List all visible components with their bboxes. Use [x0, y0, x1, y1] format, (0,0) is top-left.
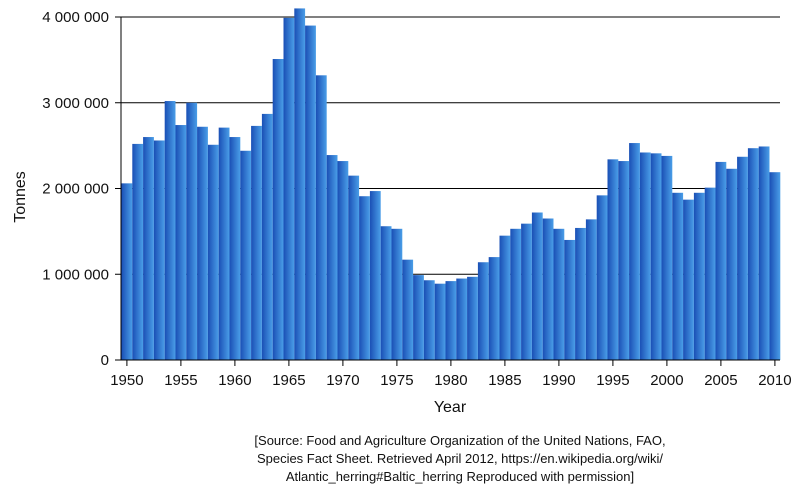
- bar-1960: [229, 137, 241, 360]
- herring-catch-chart: 0 1 000 000 2 000 000 3 000 000 4 000 000 19…: [12, 8, 792, 416]
- bar-1993: [585, 219, 597, 360]
- bar-1999: [650, 153, 662, 360]
- bar-1995: [607, 159, 619, 360]
- bar-1994: [596, 195, 608, 360]
- bar-1979: [434, 283, 446, 360]
- bar-1981: [456, 278, 468, 360]
- x-tick-label: 1960: [218, 372, 251, 389]
- bar-1964: [272, 59, 284, 360]
- bar-1955: [175, 125, 187, 360]
- bar-1950: [121, 183, 133, 360]
- bar-2000: [661, 155, 673, 360]
- x-tick-labels: 1950 1955 1960 1965 1970 1975 1980 1985 1990 1995…: [110, 372, 791, 389]
- bar-1977: [413, 275, 424, 360]
- bar-1998: [639, 152, 651, 360]
- bar-1957: [197, 126, 208, 360]
- bar-1982: [467, 276, 478, 360]
- y-tick-label: 0: [101, 352, 109, 369]
- bar-1990: [553, 228, 565, 360]
- bar-2003: [693, 192, 705, 360]
- bar-1969: [326, 155, 338, 360]
- x-tick-label: 1995: [596, 372, 629, 389]
- bar-1971: [348, 175, 360, 360]
- x-tick-label: 1955: [164, 372, 197, 389]
- x-tick-label: 1985: [488, 372, 521, 389]
- bar-1953: [153, 140, 165, 360]
- bar-2005: [715, 161, 727, 360]
- bar-1968: [315, 75, 327, 360]
- y-tick-label: 4 000 000: [42, 9, 109, 26]
- bar-1973: [369, 191, 381, 360]
- x-tick-label: 1980: [434, 372, 467, 389]
- bar-2002: [683, 199, 694, 360]
- y-tick-label: 2 000 000: [42, 181, 109, 198]
- bar-1983: [477, 262, 489, 360]
- bar-1978: [423, 280, 435, 360]
- x-tick-label: 1975: [380, 372, 413, 389]
- bar-1967: [305, 25, 316, 360]
- source-note-line-3: Atlantic_herring#Baltic_herring Reproduc…: [285, 469, 635, 484]
- bar-1962: [251, 125, 262, 360]
- bar-1972: [359, 196, 370, 360]
- bar-1991: [564, 239, 576, 360]
- x-tick-label: 2010: [758, 372, 791, 389]
- bar-1956: [186, 102, 198, 360]
- bar-1961: [240, 150, 252, 360]
- x-tick-label: 1965: [272, 372, 305, 389]
- bar-2006: [726, 168, 738, 360]
- x-tick-label: 1950: [110, 372, 143, 389]
- bar-1959: [218, 127, 230, 361]
- y-axis-title: Tonnes: [12, 171, 29, 223]
- bar-1988: [531, 212, 543, 360]
- source-note-line-1: [Source: Food and Agriculture Organizati…: [254, 433, 666, 448]
- axes: [115, 16, 780, 366]
- bar-1992: [575, 227, 586, 360]
- y-tick-label: 3 000 000: [42, 95, 109, 112]
- bar-1996: [618, 161, 630, 360]
- x-tick-label: 1970: [326, 372, 359, 389]
- bar-1970: [337, 161, 349, 360]
- bar-1997: [629, 143, 640, 360]
- bar-2004: [704, 187, 716, 360]
- bar-1966: [294, 8, 306, 361]
- bar-1958: [207, 144, 219, 360]
- bars: [121, 8, 781, 361]
- bar-1974: [380, 226, 392, 360]
- bar-1975: [391, 228, 403, 360]
- bar-1980: [445, 281, 457, 360]
- bar-1954: [164, 101, 176, 360]
- bar-1989: [542, 218, 554, 360]
- bar-1963: [261, 113, 273, 361]
- bar-2008: [747, 148, 759, 360]
- source-note: [Source: Food and Agriculture Organizati…: [160, 432, 760, 486]
- source-note-line-2: Species Fact Sheet. Retrieved April 2012…: [256, 451, 664, 466]
- bar-1952: [143, 137, 154, 360]
- x-tick-label: 2005: [704, 372, 737, 389]
- bar-1976: [402, 259, 414, 360]
- bar-1986: [510, 228, 522, 360]
- bar-2007: [737, 156, 748, 360]
- y-tick-label: 1 000 000: [42, 266, 109, 283]
- bar-1987: [521, 223, 532, 360]
- bar-2009: [758, 146, 770, 360]
- bar-1985: [499, 235, 511, 360]
- x-tick-label: 2000: [650, 372, 683, 389]
- bar-1951: [132, 143, 144, 360]
- bar-1984: [488, 257, 500, 360]
- x-tick-label: 1990: [542, 372, 575, 389]
- bar-2001: [672, 192, 684, 360]
- bar-1965: [283, 17, 295, 360]
- bar-2010: [769, 172, 781, 360]
- y-tick-labels: 0 1 000 000 2 000 000 3 000 000 4 000 000: [42, 9, 109, 369]
- x-axis-title: Year: [434, 399, 467, 416]
